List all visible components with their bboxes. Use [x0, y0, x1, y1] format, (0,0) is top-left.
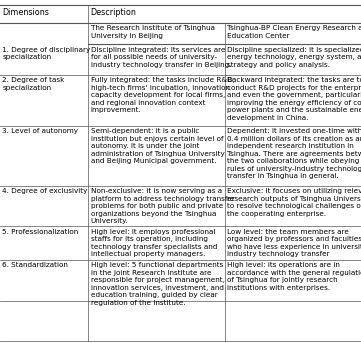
Text: Tsinghua-BP Clean Energy Research and
Education Center: Tsinghua-BP Clean Energy Research and Ed… [227, 25, 361, 39]
Text: 1. Degree of disciplinary
specialization: 1. Degree of disciplinary specialization [2, 47, 90, 60]
Text: Non-exclusive: it is now serving as a
platform to address technology transfer
pr: Non-exclusive: it is now serving as a pl… [91, 188, 235, 224]
Text: Backward integrated: the tasks are to
conduct R&D projects for the enterprises
a: Backward integrated: the tasks are to co… [227, 77, 361, 121]
Text: Discipline integrated: its services are
for all possible needs of university-
in: Discipline integrated: its services are … [91, 47, 231, 68]
Text: Semi-dependent: it is a public
institution but enjoys certain level of
autonomy.: Semi-dependent: it is a public instituti… [91, 128, 224, 164]
Text: Low level: the team members are
organized by professors and faculties,
who have : Low level: the team members are organize… [227, 229, 361, 257]
Text: 6. Standardization: 6. Standardization [2, 262, 68, 269]
Text: Exclusive: it focuses on utilizing relevant
research outputs of Tsinghua Univers: Exclusive: it focuses on utilizing relev… [227, 188, 361, 217]
Text: 4. Degree of exclusivity: 4. Degree of exclusivity [2, 188, 87, 194]
Text: High level: it employs professional
staffs for its operation, including
technolo: High level: it employs professional staf… [91, 229, 217, 257]
Text: The Research Institute of Tsinghua
University in Beijing: The Research Institute of Tsinghua Unive… [91, 25, 214, 39]
Text: High level: its operations are in
accordance with the general regulations
of Tsi: High level: its operations are in accord… [227, 262, 361, 291]
Text: 3. Level of autonomy: 3. Level of autonomy [2, 128, 78, 134]
Text: 5. Professionalization: 5. Professionalization [2, 229, 78, 235]
Text: Dimensions: Dimensions [2, 8, 49, 16]
Text: Fully integrated: the tasks include R&D,
high-tech firms' incubation, innovation: Fully integrated: the tasks include R&D,… [91, 77, 235, 113]
Text: Dependent: it invested one-time with
0.4 million dollars of its creation as an
i: Dependent: it invested one-time with 0.4… [227, 128, 361, 179]
Text: High level: 5 functional departments
in the Joint Research Institute are
respons: High level: 5 functional departments in … [91, 262, 225, 306]
Text: Description: Description [91, 8, 136, 16]
Text: 2. Degree of task
specialization: 2. Degree of task specialization [2, 77, 65, 91]
Text: Discipline specialized: it is specialized in
energy technology, energy system, a: Discipline specialized: it is specialize… [227, 47, 361, 68]
